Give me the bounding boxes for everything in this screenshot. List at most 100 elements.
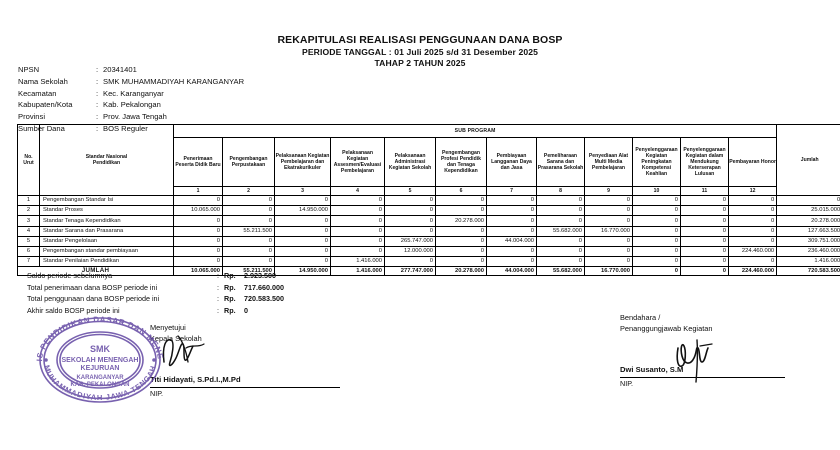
col-number-8: 8 — [536, 186, 585, 196]
row-cell-6: 0 — [435, 245, 487, 258]
row-cell-5: 12.000.000 — [384, 245, 436, 258]
summary-row-saldo-sebelumnya: Saldo periode sebelumnya : Rp. 2.923.500 — [27, 270, 284, 282]
row-cell-1: 10.065.000 — [173, 205, 223, 217]
row-total: 309.751.000 — [776, 235, 840, 247]
table-total-row: JUMLAH 10.065.000 55.211.500 14.950.000 … — [17, 266, 840, 276]
row-standard-name: Standar Tenaga Kependidikan — [39, 215, 174, 227]
col-header-sub-5: Pelaksanaan Administrasi Kegiatan Sekola… — [384, 137, 436, 187]
svg-text:MAJLIS PENDIDIKAN DASAR DAN ME: MAJLIS PENDIDIKAN DASAR DAN MENENGAH — [24, 312, 165, 362]
col-number-12: 12 — [727, 186, 778, 196]
row-cell-1: 0 — [173, 235, 223, 247]
total-cell-4: 1.416.000 — [330, 266, 385, 276]
signature-right-name: Dwi Susanto, S.M — [620, 365, 684, 375]
row-cell-3: 0 — [274, 235, 331, 247]
col-header-sub-4: Pelaksanaan Kegiatan Assesmen/Evaluasi P… — [330, 137, 385, 187]
total-cell-9: 16.770.000 — [584, 266, 633, 276]
row-cell-5: 0 — [384, 205, 436, 217]
row-cell-1: 0 — [173, 256, 223, 268]
total-cell-6: 20.278.000 — [435, 266, 487, 276]
svg-text:MUHAMMADIYAH JAWA TENGAH: MUHAMMADIYAH JAWA TENGAH — [42, 364, 158, 402]
table-row: 6 Pengembangan standar pembiayaan 0 0 0 … — [17, 245, 840, 258]
row-cell-10: 0 — [632, 235, 681, 247]
table-row: 2 Standar Proses 10.065.000 0 14.950.000… — [17, 205, 840, 217]
col-header-no-line2: Urut — [23, 160, 34, 166]
row-cell-10: 0 — [632, 215, 681, 227]
summary-label: Saldo periode sebelumnya — [27, 271, 113, 280]
summary-row-total-penggunaan: Total penggunaan dana BOSP periode ini :… — [27, 293, 284, 305]
row-standard-name: Standar Proses — [39, 205, 174, 217]
row-cell-8: 0 — [536, 245, 585, 258]
col-header-snp-line1: Standar Nasional — [85, 154, 128, 160]
row-cell-3: 0 — [274, 215, 331, 227]
total-cell-8: 55.682.000 — [536, 266, 585, 276]
identity-separator: : — [96, 88, 99, 98]
stamp-inner-line-1: SMK — [90, 344, 111, 354]
col-header-jumlah: Jumlah — [776, 124, 840, 196]
table-row: 5 Standar Pengelolaan 0 0 0 0 265.747.00… — [17, 235, 840, 247]
row-cell-12: 0 — [727, 215, 778, 227]
row-total: 0 — [776, 194, 840, 207]
row-cell-2: 0 — [222, 194, 275, 207]
identity-label: NPSN — [18, 65, 40, 74]
identity-row-provinsi: Provinsi : Prov. Jawa Tengah — [18, 111, 244, 123]
identity-label: Kecamatan — [18, 88, 57, 98]
identity-value: SMK MUHAMMADIYAH KARANGANYAR — [103, 76, 245, 86]
rekapitulasi-table-container: No. Urut Standar Nasional Pendidikan SUB… — [17, 124, 840, 276]
row-cell-7: 0 — [486, 215, 537, 227]
col-header-sub-7: Pembiayaan Langganan Daya dan Jasa — [486, 137, 537, 187]
row-cell-12: 0 — [727, 205, 778, 217]
total-cell-12: 224.460.000 — [727, 266, 778, 276]
row-cell-9: 0 — [584, 245, 633, 258]
row-cell-7: 44.004.000 — [486, 235, 537, 247]
row-cell-8: 0 — [536, 215, 585, 227]
row-cell-1: 0 — [173, 194, 223, 207]
row-cell-5: 265.747.000 — [384, 235, 436, 247]
col-number-5: 5 — [384, 186, 436, 196]
row-cell-10: 0 — [632, 245, 681, 258]
row-cell-7: 0 — [486, 225, 537, 237]
col-number-2: 2 — [222, 186, 275, 196]
signature-right-line2: Penanggungjawab Kegiatan — [620, 324, 713, 334]
signature-left-rule — [150, 386, 340, 388]
row-cell-4: 1.416.000 — [330, 256, 385, 268]
summary-currency: Rp. — [224, 282, 236, 292]
row-cell-11: 0 — [680, 235, 729, 247]
row-no: 7 — [17, 256, 40, 268]
row-cell-3: 0 — [274, 256, 331, 268]
row-cell-5: 0 — [384, 215, 436, 227]
row-cell-1: 0 — [173, 225, 223, 237]
row-cell-9: 16.770.000 — [584, 225, 633, 237]
col-header-sub-1: Penerimaan Peserta Didik Baru — [173, 137, 223, 187]
row-cell-4: 0 — [330, 205, 385, 217]
row-total: 127.663.500 — [776, 225, 840, 237]
signature-left-line2: Kepala Sekolah — [150, 334, 202, 344]
col-number-7: 7 — [486, 186, 537, 196]
signature-block-bendahara: Bendahara / Penanggungjawab Kegiatan Dwi… — [620, 312, 785, 389]
identity-separator: : — [96, 100, 99, 110]
identity-value: Prov. Jawa Tengah — [103, 112, 167, 122]
stamp-dot-left — [44, 358, 48, 362]
stamp-inner-line-4: KARANGANYAR — [76, 375, 124, 381]
row-cell-12: 224.460.000 — [727, 245, 778, 258]
row-cell-9: 0 — [584, 194, 633, 207]
table-head-sub-row: Penerimaan Peserta Didik Baru Pengembang… — [18, 137, 840, 187]
row-total: 20.278.000 — [776, 215, 840, 227]
total-cell-10: 0 — [632, 266, 681, 276]
col-header-no-urut: No. Urut — [17, 124, 40, 196]
row-cell-4: 0 — [330, 194, 385, 207]
row-cell-6: 0 — [435, 235, 487, 247]
col-number-3: 3 — [274, 186, 331, 196]
signature-right-nip: NIP. — [620, 378, 634, 388]
table-head: No. Urut Standar Nasional Pendidikan SUB… — [17, 124, 840, 196]
identity-row-kecamatan: Kecamatan : Kec. Karanganyar — [18, 88, 244, 100]
col-header-standar-nasional-pendidikan: Standar Nasional Pendidikan — [39, 124, 174, 196]
identity-label: Nama Sekolah — [18, 76, 68, 86]
row-cell-12: 0 — [727, 225, 778, 237]
col-header-sub-6: Pengembangan Profesi Pendidik dan Tenaga… — [435, 137, 487, 187]
row-cell-3: 0 — [274, 225, 331, 237]
summary-currency: Rp. — [224, 271, 236, 280]
row-cell-5: 0 — [384, 225, 436, 237]
row-cell-2: 0 — [222, 256, 275, 268]
table-row: 4 Standar Sarana dan Prasarana 0 55.211.… — [17, 225, 840, 237]
row-cell-4: 0 — [330, 215, 385, 227]
